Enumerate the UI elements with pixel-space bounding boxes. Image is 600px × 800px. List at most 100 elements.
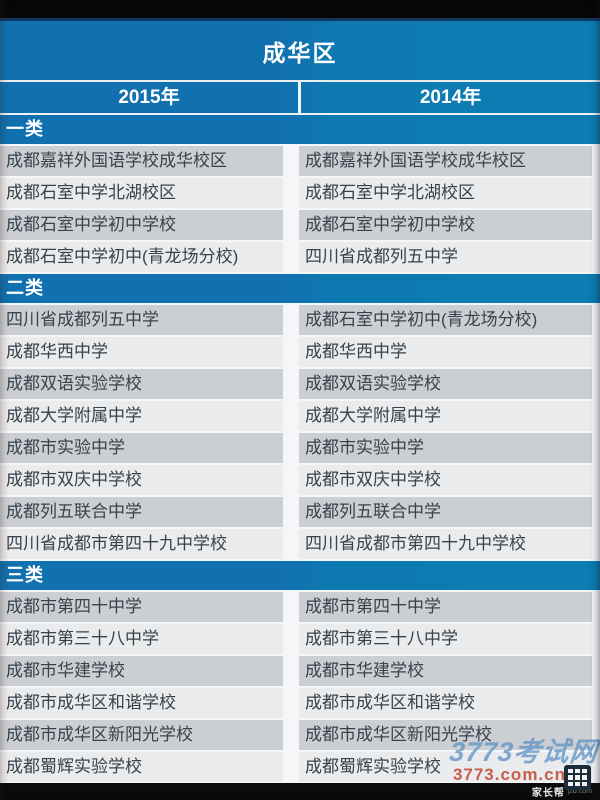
school-name-2015: 成都市成华区新阳光学校 bbox=[0, 720, 283, 750]
bottom-black-bar: 家长帮 jzb.com bbox=[0, 783, 600, 800]
school-name-2014: 成都石室中学北湖校区 bbox=[299, 178, 592, 208]
row-right-margin bbox=[592, 369, 600, 399]
column-gutter bbox=[283, 529, 299, 559]
school-name-2014: 成都蜀辉实验学校 bbox=[299, 752, 592, 782]
table-row: 成都市成华区新阳光学校 成都市成华区新阳光学校 bbox=[0, 720, 600, 750]
column-gutter bbox=[283, 146, 299, 176]
row-right-margin bbox=[592, 337, 600, 367]
school-name-2014: 成都列五联合中学 bbox=[299, 497, 592, 527]
year-column-header: 2015年 2014年 bbox=[0, 82, 600, 115]
column-gutter bbox=[283, 178, 299, 208]
table-row: 成都石室中学北湖校区 成都石室中学北湖校区 bbox=[0, 178, 600, 208]
school-name-2014: 四川省成都市第四十九中学校 bbox=[299, 529, 592, 559]
column-gutter bbox=[283, 497, 299, 527]
column-gutter bbox=[283, 752, 299, 782]
school-name-2015: 成都石室中学初中学校 bbox=[0, 210, 283, 240]
school-name-2014: 成都市第三十八中学 bbox=[299, 624, 592, 654]
school-name-2015: 成都石室中学北湖校区 bbox=[0, 178, 283, 208]
school-name-2015: 成都市第四十中学 bbox=[0, 592, 283, 622]
row-right-margin bbox=[592, 433, 600, 463]
school-name-2014: 成都市实验中学 bbox=[299, 433, 592, 463]
table-row: 成都石室中学初中学校 成都石室中学初中学校 bbox=[0, 210, 600, 240]
school-name-2014: 成都市成华区和谐学校 bbox=[299, 688, 592, 718]
school-name-2015: 成都嘉祥外国语学校成华校区 bbox=[0, 146, 283, 176]
column-gutter bbox=[283, 656, 299, 686]
school-name-2015: 成都市实验中学 bbox=[0, 433, 283, 463]
table-title-band: 成华区 bbox=[0, 18, 600, 82]
table-row: 成都双语实验学校 成都双语实验学校 bbox=[0, 369, 600, 399]
table-row: 成都市第三十八中学 成都市第三十八中学 bbox=[0, 624, 600, 654]
row-right-margin bbox=[592, 592, 600, 622]
column-gutter bbox=[283, 401, 299, 431]
column-gutter bbox=[283, 305, 299, 335]
school-name-2014: 成都市华建学校 bbox=[299, 656, 592, 686]
row-right-margin bbox=[592, 178, 600, 208]
table-row: 成都石室中学初中(青龙场分校) 四川省成都列五中学 bbox=[0, 242, 600, 272]
school-name-2014: 成都嘉祥外国语学校成华校区 bbox=[299, 146, 592, 176]
category-header-1: 一类 bbox=[0, 115, 600, 144]
column-header-2014: 2014年 bbox=[419, 87, 482, 108]
watermark-site-name: 3773考试网 bbox=[448, 737, 600, 767]
table-row: 成都市实验中学 成都市实验中学 bbox=[0, 433, 600, 463]
school-name-2015: 成都列五联合中学 bbox=[0, 497, 283, 527]
school-name-2015: 成都大学附属中学 bbox=[0, 401, 283, 431]
row-right-margin bbox=[592, 210, 600, 240]
school-name-2014: 成都市成华区新阳光学校 bbox=[299, 720, 592, 750]
school-name-2015: 四川省成都列五中学 bbox=[0, 305, 283, 335]
school-name-2015: 成都市双庆中学校 bbox=[0, 465, 283, 495]
school-name-2014: 成都双语实验学校 bbox=[299, 369, 592, 399]
district-title: 成华区 bbox=[262, 39, 338, 66]
table-row: 成都列五联合中学 成都列五联合中学 bbox=[0, 497, 600, 527]
row-right-margin bbox=[592, 624, 600, 654]
category-header-2: 二类 bbox=[0, 274, 600, 303]
row-right-margin bbox=[592, 497, 600, 527]
row-right-margin bbox=[592, 242, 600, 272]
column-gutter bbox=[283, 624, 299, 654]
jzb-badge-suffix: jzb.com bbox=[567, 788, 592, 795]
column-gutter bbox=[283, 210, 299, 240]
school-name-2015: 成都市华建学校 bbox=[0, 656, 283, 686]
column-gutter bbox=[283, 465, 299, 495]
school-name-2015: 成都石室中学初中(青龙场分校) bbox=[0, 242, 283, 272]
school-name-2014: 成都市双庆中学校 bbox=[299, 465, 592, 495]
school-name-2015: 成都市第三十八中学 bbox=[0, 624, 283, 654]
column-gutter bbox=[283, 242, 299, 272]
column-gutter bbox=[283, 688, 299, 718]
table-row: 成都大学附属中学 成都大学附属中学 bbox=[0, 401, 600, 431]
table-row: 成都嘉祥外国语学校成华校区 成都嘉祥外国语学校成华校区 bbox=[0, 146, 600, 176]
watermark-site-url: 3773.com.cn bbox=[452, 765, 566, 784]
row-right-margin bbox=[592, 688, 600, 718]
qr-grid-icon bbox=[564, 765, 591, 790]
school-name-2014: 四川省成都列五中学 bbox=[299, 242, 592, 272]
table-row: 四川省成都市第四十九中学校 四川省成都市第四十九中学校 bbox=[0, 529, 600, 559]
row-right-margin bbox=[592, 529, 600, 559]
row-right-margin bbox=[592, 146, 600, 176]
school-name-2014: 成都石室中学初中学校 bbox=[299, 210, 592, 240]
school-name-2015: 四川省成都市第四十九中学校 bbox=[0, 529, 283, 559]
column-header-2015: 2015年 bbox=[118, 87, 180, 108]
school-name-2014: 成都市第四十中学 bbox=[299, 592, 592, 622]
school-name-2015: 成都市成华区和谐学校 bbox=[0, 688, 283, 718]
school-name-2014: 成都石室中学初中(青龙场分校) bbox=[299, 305, 592, 335]
table-row: 成都市第四十中学 成都市第四十中学 bbox=[0, 592, 600, 622]
table-row: 成都市成华区和谐学校 成都市成华区和谐学校 bbox=[0, 688, 600, 718]
school-name-2015: 成都华西中学 bbox=[0, 337, 283, 367]
column-gutter bbox=[283, 369, 299, 399]
table-body: 一类 成都嘉祥外国语学校成华校区 成都嘉祥外国语学校成华校区 成都石室中学北湖校区 成都… bbox=[0, 115, 600, 782]
column-gutter bbox=[283, 433, 299, 463]
column-gutter bbox=[283, 592, 299, 622]
table-row: 成都市双庆中学校 成都市双庆中学校 bbox=[0, 465, 600, 495]
school-name-2015: 成都双语实验学校 bbox=[0, 369, 283, 399]
row-right-margin bbox=[592, 401, 600, 431]
row-right-margin bbox=[592, 305, 600, 335]
row-right-margin bbox=[592, 465, 600, 495]
column-gutter bbox=[283, 720, 299, 750]
jzb-badge: 家长帮 bbox=[531, 788, 565, 799]
school-name-2014: 成都华西中学 bbox=[299, 337, 592, 367]
table-row: 成都华西中学 成都华西中学 bbox=[0, 337, 600, 367]
school-name-2014: 成都大学附属中学 bbox=[299, 401, 592, 431]
row-right-margin bbox=[592, 656, 600, 686]
school-name-2015: 成都蜀辉实验学校 bbox=[0, 752, 283, 782]
column-divider bbox=[298, 82, 301, 113]
